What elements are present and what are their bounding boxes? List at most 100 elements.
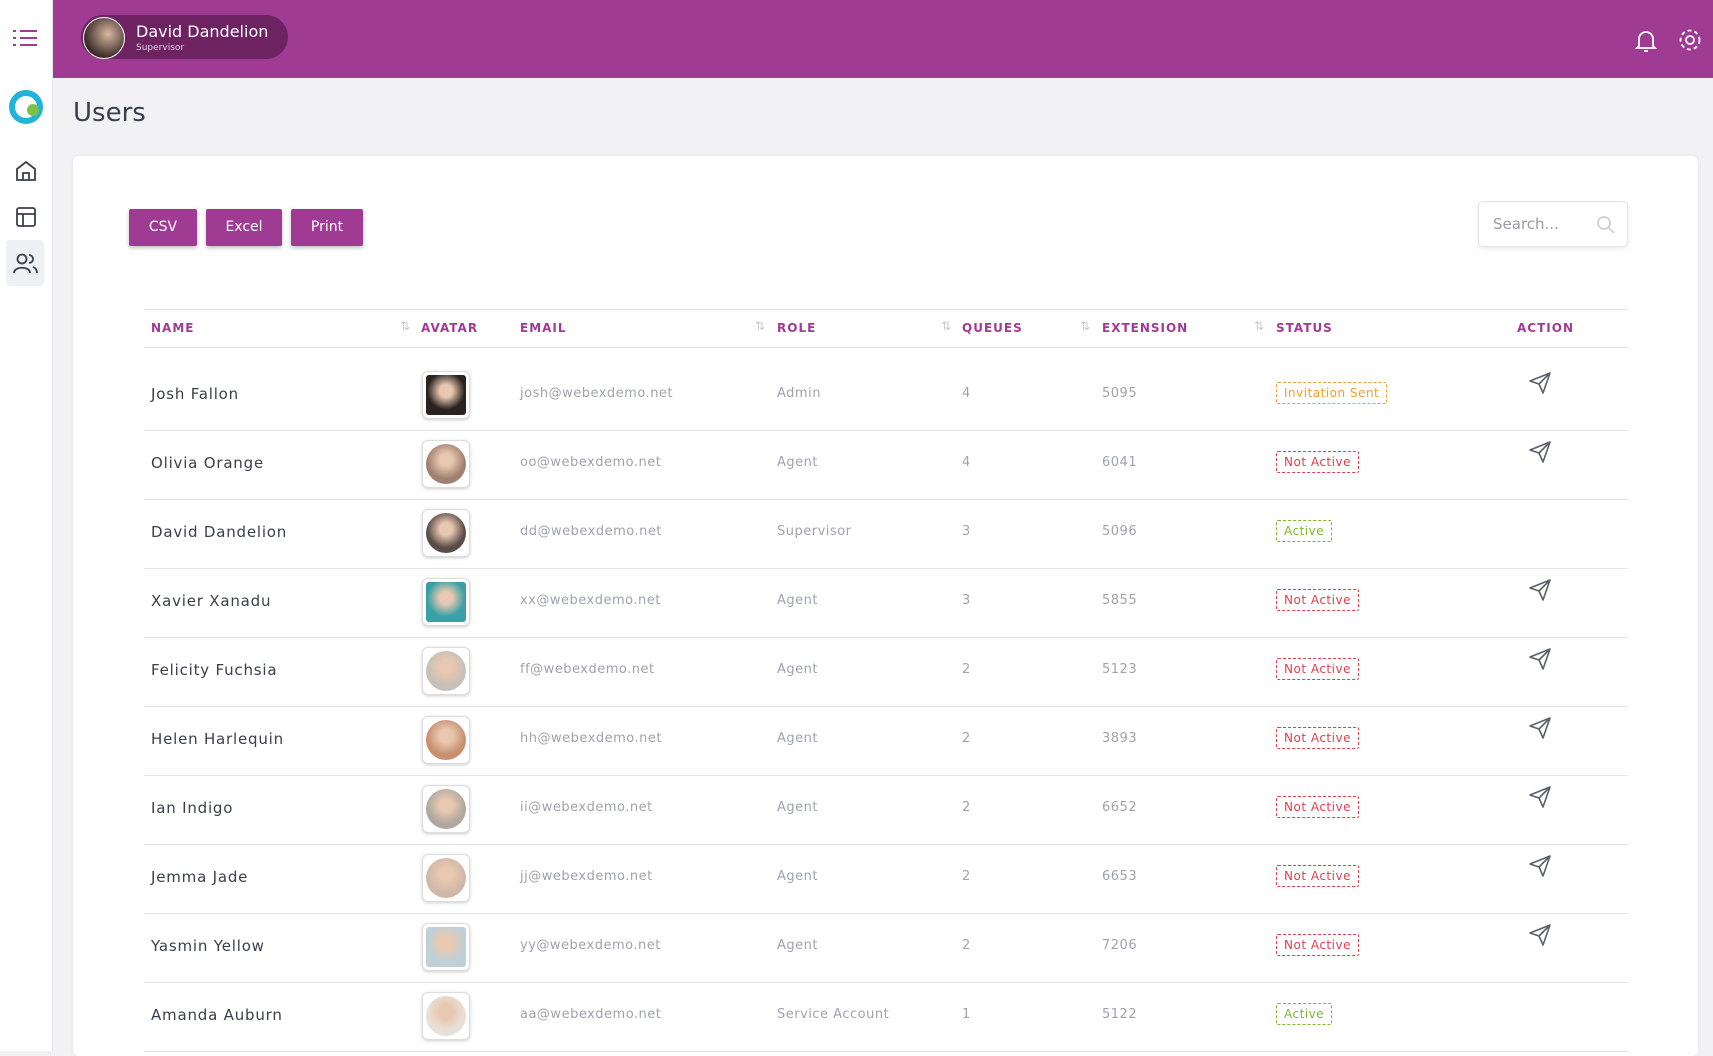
- row-line: [144, 982, 1628, 983]
- avatar-image: [426, 927, 466, 967]
- search-icon: [1597, 216, 1615, 234]
- page-title: Users: [73, 98, 146, 128]
- send-icon: [1529, 648, 1551, 670]
- send-invite-icon[interactable]: [1528, 371, 1552, 395]
- avatar-image: [426, 651, 466, 691]
- queues: 2: [962, 869, 971, 884]
- row-line: [144, 568, 1628, 569]
- status-badge: Not Active: [1276, 865, 1359, 887]
- avatar-image: [426, 582, 466, 622]
- export-button[interactable]: CSV: [129, 209, 197, 246]
- queues: 2: [962, 938, 971, 953]
- avatar: [422, 992, 470, 1040]
- user-name: David Dandelion: [151, 523, 288, 541]
- role: Service Account: [777, 1007, 890, 1022]
- column-header[interactable]: STATUS: [1276, 321, 1333, 335]
- status-badge: Active: [1276, 1003, 1333, 1025]
- send-icon: [1529, 441, 1551, 463]
- table-top-line: [144, 309, 1628, 310]
- user-name: Amanda Auburn: [151, 1006, 283, 1024]
- status-badge: Not Active: [1276, 934, 1359, 956]
- sort-icon[interactable]: ⇅: [941, 319, 952, 333]
- send-invite-icon[interactable]: [1528, 647, 1552, 671]
- export-button[interactable]: Print: [291, 209, 363, 246]
- bell-icon[interactable]: [1634, 28, 1658, 54]
- email: xx@webexdemo.net: [520, 593, 661, 608]
- avatar: [422, 578, 470, 626]
- status-badge: Not Active: [1276, 658, 1359, 680]
- extension: 6652: [1102, 800, 1138, 815]
- user-avatar: [83, 17, 125, 59]
- role: Agent: [777, 455, 818, 470]
- menu-icon[interactable]: [13, 28, 39, 48]
- extension: 5095: [1102, 386, 1138, 401]
- avatar: [422, 509, 470, 557]
- queues: 4: [962, 455, 971, 470]
- top-bar: David Dandelion Supervisor: [53, 0, 1713, 78]
- avatar-image: [426, 375, 466, 415]
- sidebar: [0, 0, 53, 1051]
- extension: 6653: [1102, 869, 1138, 884]
- search-placeholder: Search...: [1493, 215, 1559, 233]
- queues: 2: [962, 662, 971, 677]
- queues: 1: [962, 1007, 971, 1022]
- send-invite-icon[interactable]: [1528, 578, 1552, 602]
- settings-icon[interactable]: [1677, 27, 1703, 53]
- send-invite-icon[interactable]: [1528, 854, 1552, 878]
- status-badge: Not Active: [1276, 796, 1359, 818]
- user-role: Supervisor: [136, 43, 185, 53]
- send-invite-icon[interactable]: [1528, 716, 1552, 740]
- avatar-image: [426, 720, 466, 760]
- role: Agent: [777, 731, 818, 746]
- avatar: [422, 371, 470, 419]
- sort-icon[interactable]: ⇅: [755, 319, 766, 333]
- avatar: [422, 647, 470, 695]
- column-header[interactable]: EMAIL: [520, 321, 567, 335]
- email: aa@webexdemo.net: [520, 1007, 662, 1022]
- user-name: Yasmin Yellow: [151, 937, 265, 955]
- send-invite-icon[interactable]: [1528, 923, 1552, 947]
- card: [73, 156, 1698, 1056]
- user-name: Ian Indigo: [151, 799, 234, 817]
- users-icon[interactable]: [13, 251, 39, 275]
- avatar: [422, 785, 470, 833]
- role: Agent: [777, 593, 818, 608]
- column-header[interactable]: EXTENSION: [1102, 321, 1189, 335]
- column-header[interactable]: QUEUES: [962, 321, 1023, 335]
- header-bottom-line: [144, 347, 1628, 348]
- extension: 5096: [1102, 524, 1138, 539]
- send-icon: [1529, 924, 1551, 946]
- send-invite-icon[interactable]: [1528, 440, 1552, 464]
- layout-icon[interactable]: [14, 205, 38, 229]
- status-badge: Not Active: [1276, 589, 1359, 611]
- role: Admin: [777, 386, 821, 401]
- send-icon: [1529, 855, 1551, 877]
- sort-icon[interactable]: ⇅: [1254, 319, 1265, 333]
- sort-icon[interactable]: ⇅: [1080, 319, 1091, 333]
- user-name: Josh Fallon: [151, 385, 239, 403]
- email: dd@webexdemo.net: [520, 524, 662, 539]
- user-name: David Dandelion: [136, 22, 269, 41]
- search-box[interactable]: Search...: [1478, 201, 1628, 247]
- column-header[interactable]: ROLE: [777, 321, 817, 335]
- export-button[interactable]: Excel: [206, 209, 282, 246]
- status-badge: Not Active: [1276, 727, 1359, 749]
- extension: 7206: [1102, 938, 1138, 953]
- user-name: Helen Harlequin: [151, 730, 284, 748]
- email: ff@webexdemo.net: [520, 662, 655, 677]
- avatar-image: [426, 444, 466, 484]
- extension: 3893: [1102, 731, 1138, 746]
- send-invite-icon[interactable]: [1528, 785, 1552, 809]
- extension: 5123: [1102, 662, 1138, 677]
- avatar-image: [426, 996, 466, 1036]
- extension: 5122: [1102, 1007, 1138, 1022]
- column-header[interactable]: NAME: [151, 321, 195, 335]
- row-line: [144, 775, 1628, 776]
- home-icon[interactable]: [14, 159, 38, 183]
- user-name: Jemma Jade: [151, 868, 249, 886]
- user-pill[interactable]: David Dandelion Supervisor: [81, 15, 288, 59]
- role: Agent: [777, 869, 818, 884]
- send-icon: [1529, 579, 1551, 601]
- sort-icon[interactable]: ⇅: [400, 319, 411, 333]
- queues: 2: [962, 800, 971, 815]
